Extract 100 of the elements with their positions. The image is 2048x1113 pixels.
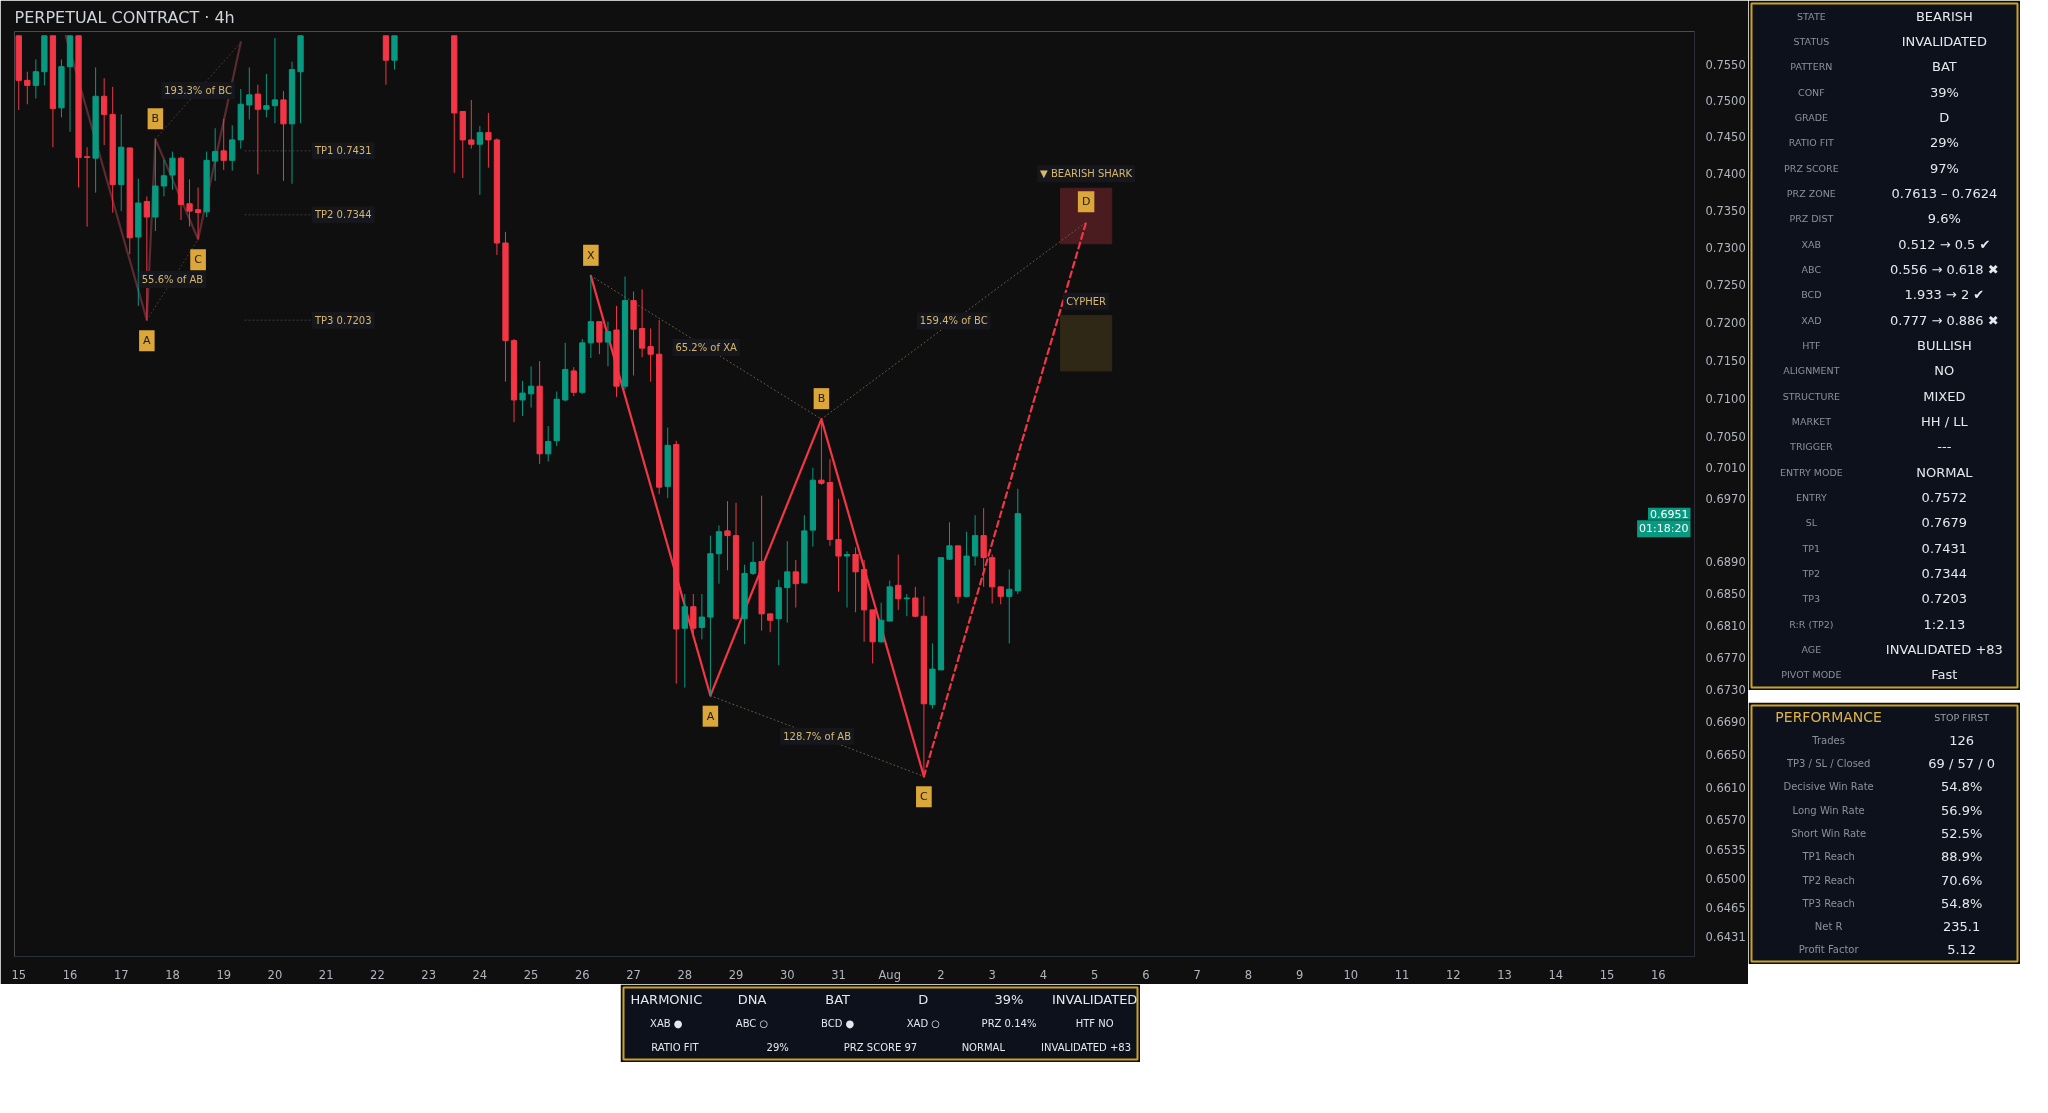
- y-tick-label: 0.6730: [1705, 682, 1746, 697]
- text: 235.1: [1943, 919, 1981, 935]
- x-tick-label: 5: [1090, 967, 1099, 982]
- text: ABC: [1801, 264, 1822, 275]
- text: 56.9%: [1940, 802, 1983, 818]
- text: 0.7344: [1921, 566, 1968, 581]
- text: BCD: [1801, 289, 1822, 301]
- text: ---: [1937, 439, 1952, 455]
- text: BCD ●: [821, 1018, 855, 1029]
- text: STOP FIRST: [1934, 711, 1990, 723]
- y-tick-label: 0.7200: [1705, 315, 1746, 330]
- text: MIXED: [1923, 388, 1966, 404]
- data-label: B: [151, 112, 160, 126]
- text: XAD: [1801, 314, 1822, 326]
- y-tick-label: 0.7010: [1705, 461, 1746, 476]
- y-tick-label: 0.7400: [1705, 167, 1746, 182]
- x-tick-label: 17: [113, 967, 129, 982]
- text: PERFORMANCE: [1775, 709, 1882, 726]
- text: 5.12: [1947, 942, 1977, 958]
- text: XAB: [1801, 238, 1822, 250]
- y-tick-label: 0.6770: [1705, 650, 1746, 665]
- y-tick-label: 0.6570: [1705, 813, 1746, 828]
- x-tick-label: 25: [523, 967, 539, 982]
- text: 88.9%: [1940, 849, 1983, 865]
- y-tick-label: 0.6810: [1705, 618, 1746, 633]
- text: PRZ 0.14%: [981, 1018, 1037, 1029]
- text: 0.7613 – 0.7624: [1891, 186, 1998, 201]
- chart-title: PERPETUAL CONTRACT · 4h: [14, 7, 235, 27]
- text: HTF: [1802, 340, 1821, 351]
- text: ENTRY: [1796, 492, 1827, 503]
- text: 0.512 → 0.5 ✔: [1898, 236, 1991, 252]
- text: Fast: [1931, 667, 1958, 683]
- annotation: TP3 0.7203: [313, 314, 372, 326]
- y-tick-label: 0.6500: [1705, 871, 1746, 886]
- text: RATIO FIT: [651, 1042, 700, 1053]
- data-label: D: [1081, 195, 1091, 209]
- annotation: 0.6951: [1650, 507, 1689, 521]
- x-tick-label: 8: [1244, 967, 1253, 982]
- y-tick-label: 0.7500: [1705, 94, 1746, 109]
- annotation: 128.7% of AB: [783, 730, 852, 742]
- x-tick-label: 28: [677, 967, 693, 982]
- x-tick-label: 18: [165, 967, 180, 982]
- text: PRZ DIST: [1789, 213, 1834, 225]
- text: PRZ ZONE: [1786, 188, 1836, 199]
- text: STATE: [1797, 10, 1826, 22]
- x-tick-label: 31: [831, 967, 846, 982]
- text: HTF NO: [1075, 1018, 1114, 1029]
- y-tick-label: 0.7450: [1705, 130, 1746, 145]
- text: RATIO FIT: [1788, 137, 1835, 149]
- text: GRADE: [1794, 112, 1829, 123]
- text: AGE: [1801, 644, 1822, 655]
- annotation: 193.3% of BC: [164, 84, 232, 96]
- text: XAD ○: [906, 1018, 940, 1029]
- text: Trades: [1811, 734, 1845, 746]
- y-tick-label: 0.6690: [1705, 715, 1746, 730]
- text: TP1 Reach: [1801, 851, 1855, 863]
- data-label: X: [587, 248, 596, 262]
- text: TP3: [1801, 593, 1821, 605]
- y-tick-label: 0.6610: [1705, 780, 1746, 795]
- text: PATTERN: [1790, 61, 1833, 73]
- text: 29%: [1929, 135, 1959, 151]
- text: 97%: [1929, 160, 1959, 176]
- text: 1.933 → 2 ✔: [1904, 287, 1985, 303]
- text: SL: [1805, 517, 1818, 529]
- y-tick-label: 0.7100: [1705, 391, 1746, 406]
- text: TP1: [1801, 542, 1821, 554]
- y-tick-label: 0.7150: [1705, 353, 1746, 368]
- y-tick-label: 0.6465: [1705, 901, 1746, 916]
- x-tick-label: 11: [1394, 967, 1410, 982]
- annotation: TP2 0.7344: [313, 209, 372, 221]
- text: XAB ●: [650, 1018, 683, 1029]
- x-tick-label: 2: [937, 967, 945, 982]
- y-tick-label: 0.6890: [1705, 555, 1746, 570]
- text: BAT: [825, 992, 851, 1007]
- data-label: A: [143, 334, 152, 348]
- data-label: A: [706, 709, 715, 723]
- annotation: 159.4% of BC: [919, 315, 988, 327]
- y-tick-label: 0.7550: [1705, 58, 1746, 73]
- x-tick-label: 30: [779, 967, 795, 982]
- text: TRIGGER: [1789, 441, 1834, 453]
- data-label: C: [920, 790, 929, 804]
- text: INVALIDATED: [1051, 992, 1138, 1007]
- annotation: 01:18:20: [1639, 522, 1689, 536]
- text: Short Win Rate: [1791, 828, 1867, 839]
- text: Long Win Rate: [1792, 804, 1865, 816]
- x-tick-label: 13: [1497, 967, 1512, 982]
- x-tick-label: 12: [1445, 967, 1461, 982]
- text: INVALIDATED: [1901, 34, 1988, 49]
- x-tick-label: 14: [1548, 967, 1564, 982]
- text: TP3 Reach: [1801, 897, 1855, 909]
- y-tick-label: 0.6850: [1705, 586, 1746, 601]
- x-tick-label: 7: [1193, 967, 1201, 982]
- y-tick-label: 0.6431: [1705, 929, 1746, 944]
- text: NORMAL: [961, 1042, 1006, 1053]
- y-tick-label: 0.6535: [1705, 842, 1746, 857]
- text: 52.5%: [1940, 826, 1983, 841]
- x-tick-label: 27: [626, 967, 641, 982]
- x-tick-label: 9: [1295, 967, 1304, 982]
- x-tick-label: 22: [370, 967, 385, 982]
- text: MARKET: [1791, 416, 1832, 427]
